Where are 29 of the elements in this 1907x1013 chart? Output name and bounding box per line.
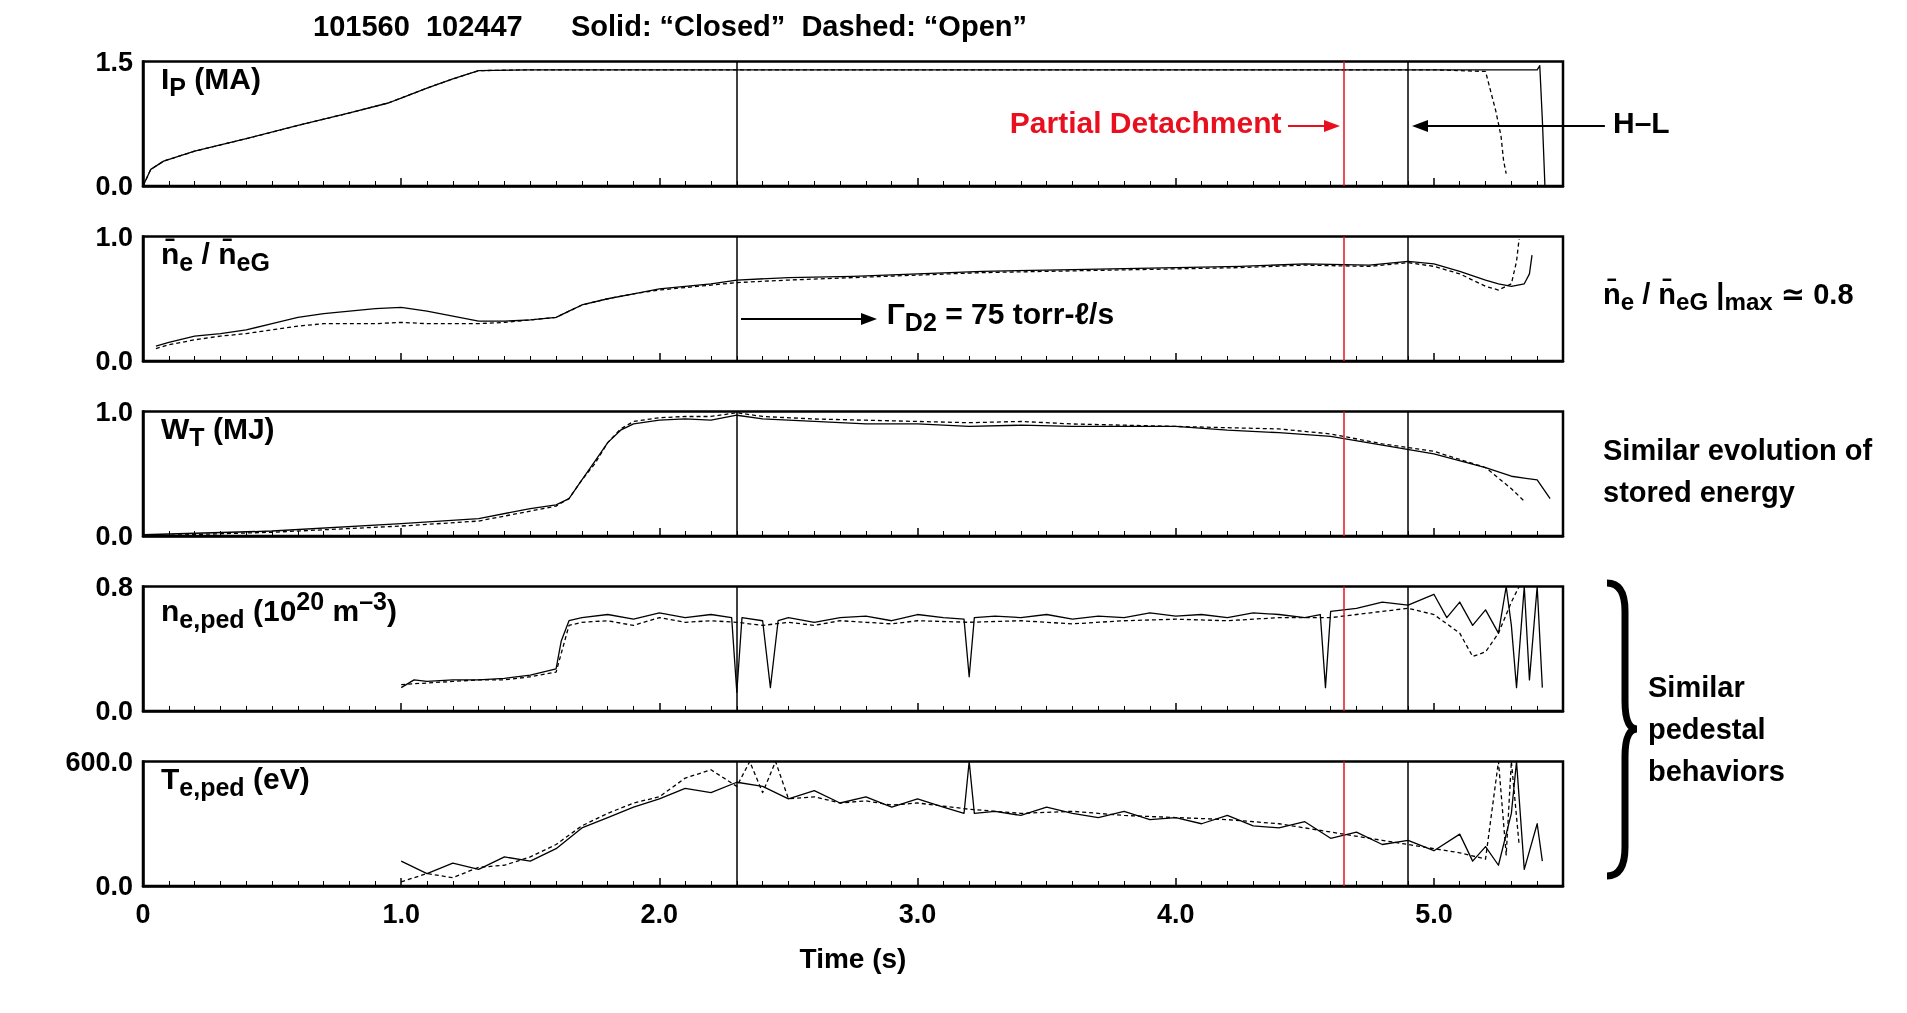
x-tick-label: 5.0 (1415, 898, 1453, 929)
y-axis-title: W$_{T}$ (MJ) (161, 412, 275, 452)
x-tick-label: 0 (135, 898, 151, 929)
chart-title: 101560 102447 Solid: “Closed” Dashed: “Open” (313, 10, 1027, 43)
y-axis-title: I$_{P}$ (MA) (161, 62, 262, 102)
y-tick-label: 0.0 (95, 696, 133, 726)
y-axis-title: T$_{e,ped}$ (eV) (161, 762, 310, 802)
y-tick-label: 1.0 (95, 221, 133, 252)
x-tick-label: 4.0 (1156, 898, 1195, 929)
text: Similar pedestal behaviors (1648, 669, 1786, 789)
y-axis-title: n̄$_{e}$ / n̄$_{eG}$ (161, 237, 270, 277)
y-tick-label: 0.0 (95, 871, 133, 901)
y-tick-label: 0.0 (95, 346, 133, 376)
y-tick-label: 0.8 (95, 571, 133, 602)
y-tick-label: 1.0 (95, 396, 133, 427)
x-tick-label: 1.0 (382, 898, 420, 929)
text: Similar evolution of stored energy (1603, 432, 1874, 510)
x-tick-label: 2.0 (640, 898, 679, 929)
x-axis-title: Time (s) (799, 942, 907, 974)
annotation: Γ$_{D2}$ = 75 torr-ℓ/s (886, 297, 1115, 338)
text: n̄$_{e}$ / n̄$_{eG}$ |$_{max}$ ≃ 0.8 (1603, 276, 1855, 318)
y-tick-label: 0.0 (95, 171, 133, 201)
y-tick-label: 600.0 (65, 746, 133, 777)
ref-line-label: H–L (1613, 106, 1670, 140)
y-axis-title: n$_{e,ped}$ (10$^{20}$ m$^{–3}$) (161, 587, 397, 634)
x-tick-label: 3.0 (898, 898, 937, 929)
y-tick-label: 0.0 (95, 521, 133, 551)
y-tick-label: 1.5 (95, 46, 133, 77)
ref-line-label: Partial Detachment (1009, 106, 1282, 140)
